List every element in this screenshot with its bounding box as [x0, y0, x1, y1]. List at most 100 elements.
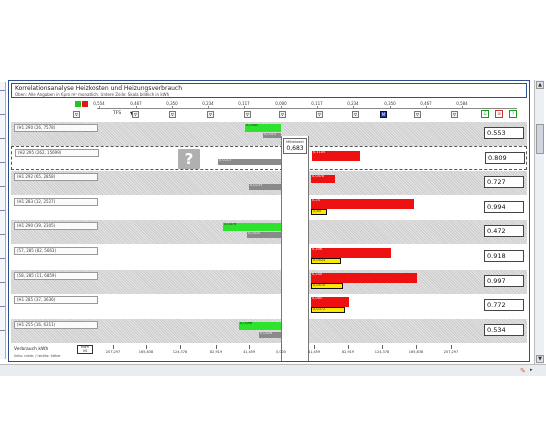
correlation-value: 0.534 — [484, 324, 524, 336]
bottom-scale-mark — [348, 345, 349, 349]
top-scale-tick: 0,467 — [130, 101, 142, 106]
bottom-scale-tick: 165,838 — [408, 350, 424, 354]
ruler-tick — [0, 258, 5, 259]
red-bar: 0,085 — [311, 297, 349, 307]
top-scale-mark — [172, 106, 173, 109]
kwh-toggle-button[interactable]: kWh VS — [77, 345, 93, 354]
filter-icon[interactable]: ∇ — [279, 111, 286, 118]
ruler-tick — [0, 90, 5, 91]
correlation-value: 0.472 — [484, 225, 524, 237]
bottom-scale-mark — [416, 345, 417, 349]
table-row[interactable]: (58, 285 (11, 6859) 0.997 0,240 0,0570 — [11, 270, 527, 294]
correlation-value: 0.994 — [484, 201, 524, 213]
bottom-axis-sub: links: niedr. / rechts: höher — [14, 354, 61, 358]
left-ruler — [0, 82, 6, 359]
correlation-rows: (H1 290 (26, 7578) 0.553 0,0585 0,0315 (H2 2… — [11, 122, 527, 344]
top-scale-mark — [136, 106, 137, 109]
bottom-scale-tick: 82,919 — [341, 350, 355, 354]
top-scale-mark — [99, 106, 100, 109]
table-row[interactable]: (H1 285 (37, 3636) 0.772 0,085 0,0372 — [11, 294, 527, 318]
bottom-scale-tick: 41,459 — [307, 350, 321, 354]
table-row[interactable]: (H1 283 (12, 2527) 0.994 0,24 2,84 — [11, 196, 527, 220]
bottom-scale-mark — [451, 345, 452, 349]
top-scale-mark — [317, 106, 318, 109]
gray-bar: 0,0425 — [247, 232, 281, 238]
application-frame: Korrelationsanalyse Heizkosten und Heizu… — [0, 80, 546, 376]
top-scale-mark — [353, 106, 354, 109]
filter-icon[interactable]: ∇ — [132, 111, 139, 118]
scroll-up-icon[interactable]: ▲ — [536, 81, 544, 89]
filter-icon[interactable]: ∇ — [316, 111, 323, 118]
filter-icon[interactable]: ∇ — [352, 111, 359, 118]
question-icon[interactable]: ? — [178, 149, 200, 169]
table-row[interactable]: (H1 290 (26, 7578) 0.553 0,0585 0,0315 — [11, 122, 527, 146]
row-label: (H1 290 (26, 7578) — [14, 124, 98, 132]
pencil-icon[interactable]: ✎ — [520, 367, 526, 375]
table-row[interactable]: (H1 255 (16, 6311) 0.534 0,0496 0,0428 — [11, 319, 527, 343]
bottom-scale-tick: 82,919 — [209, 350, 223, 354]
gray-bar: 0,0428 — [259, 332, 281, 338]
ruler-tick — [0, 162, 5, 163]
top-scale-tick: 0,554 — [93, 101, 105, 106]
red-bar: 0,206 — [311, 248, 391, 258]
correlation-value: 0.809 — [485, 152, 525, 164]
top-scale-tick: 0,117 — [238, 101, 250, 106]
bottom-scale-tick: 207,297 — [105, 350, 121, 354]
filter-icon[interactable]: M — [380, 111, 387, 118]
gray-bar: 0,0233 — [249, 184, 281, 190]
red-bar: 0,24 — [311, 199, 414, 209]
filter-toolbar: TFS ▼ ∇ ∇ ∇ ∇ ∇ ∇ ∇ ∇ M ∇ ∇ G ⊞ ? — [11, 110, 527, 120]
green-g-button[interactable]: G — [481, 110, 489, 118]
tfs-dropdown-icon[interactable]: ▼ — [130, 111, 134, 117]
arrow-right-icon[interactable]: ▸ — [530, 367, 533, 373]
table-button[interactable]: ⊞ — [495, 110, 503, 118]
filter-icon[interactable]: ∇ — [207, 111, 214, 118]
ruler-tick — [0, 114, 5, 115]
top-scale-tick: 0,467 — [420, 101, 432, 106]
scroll-thumb[interactable] — [536, 124, 544, 154]
filter-icon[interactable]: ∇ — [451, 111, 458, 118]
green-selector[interactable] — [75, 101, 81, 107]
top-scale-tick: 0,117 — [311, 101, 323, 106]
filter-icon[interactable]: ∇ — [169, 111, 176, 118]
bottom-scale-mark — [249, 345, 250, 349]
filter-icon[interactable]: ∇ — [73, 111, 80, 118]
correlation-value: 0.918 — [484, 250, 524, 262]
filter-icon[interactable]: ∇ — [244, 111, 251, 118]
ruler-tick — [0, 186, 5, 187]
ruler-tick — [0, 282, 5, 283]
top-scale-mark — [390, 106, 391, 109]
tfs-label: TFS — [113, 111, 122, 116]
ruler-tick — [0, 306, 5, 307]
scroll-down-icon[interactable]: ▼ — [536, 355, 544, 363]
row-label: (H1 290 (39, 2305) — [14, 222, 98, 230]
green-bar: 0,0496 — [239, 322, 281, 330]
bottom-scale-mark — [281, 345, 282, 349]
table-row[interactable]: (H1 292 (65, 2858) 0.727 0,0233 0,0478 — [11, 171, 527, 195]
ruler-tick — [0, 210, 5, 211]
row-label: (H1 283 (12, 2527) — [14, 198, 98, 206]
help-button[interactable]: ? — [509, 110, 517, 118]
filter-icon[interactable]: ∇ — [414, 111, 421, 118]
top-scale-mark — [244, 106, 245, 109]
table-row[interactable]: (H1 290 (39, 2305) 0.472 0,0476 0,0425 — [11, 220, 527, 244]
bottom-scale-mark — [382, 345, 383, 349]
mean-value: 0,683 — [286, 145, 304, 152]
mean-title: Mittelwert — [286, 140, 304, 144]
row-label: (H1 255 (16, 6311) — [14, 321, 98, 329]
page-subtitle: Oben: Alle Angaben in €pro m² monatlich.… — [15, 92, 170, 97]
bottom-scale-tick: 124,378 — [172, 350, 188, 354]
top-scale-tick: 0,000 — [275, 101, 287, 106]
yellow-bar: 0,0524 — [311, 258, 341, 264]
top-scale-tick: 0,234 — [202, 101, 214, 106]
ruler-tick — [0, 234, 5, 235]
vertical-scrollbar[interactable]: ▲ ▼ — [534, 80, 544, 364]
red-selector[interactable] — [82, 101, 88, 107]
ruler-tick — [0, 138, 5, 139]
bottom-scale-mark — [146, 345, 147, 349]
red-bar: 0,240 — [311, 273, 417, 283]
row-label: (58, 285 (11, 6859) — [14, 272, 98, 280]
table-row[interactable]: (57, 285 (82, 5663) 0.918 0,206 0,0524 — [11, 245, 527, 269]
table-row[interactable]: (H2 295 (262, 15699) 0.809 0,0213 0,1105? — [11, 146, 527, 170]
bottom-scale-tick: 41,459 — [242, 350, 256, 354]
